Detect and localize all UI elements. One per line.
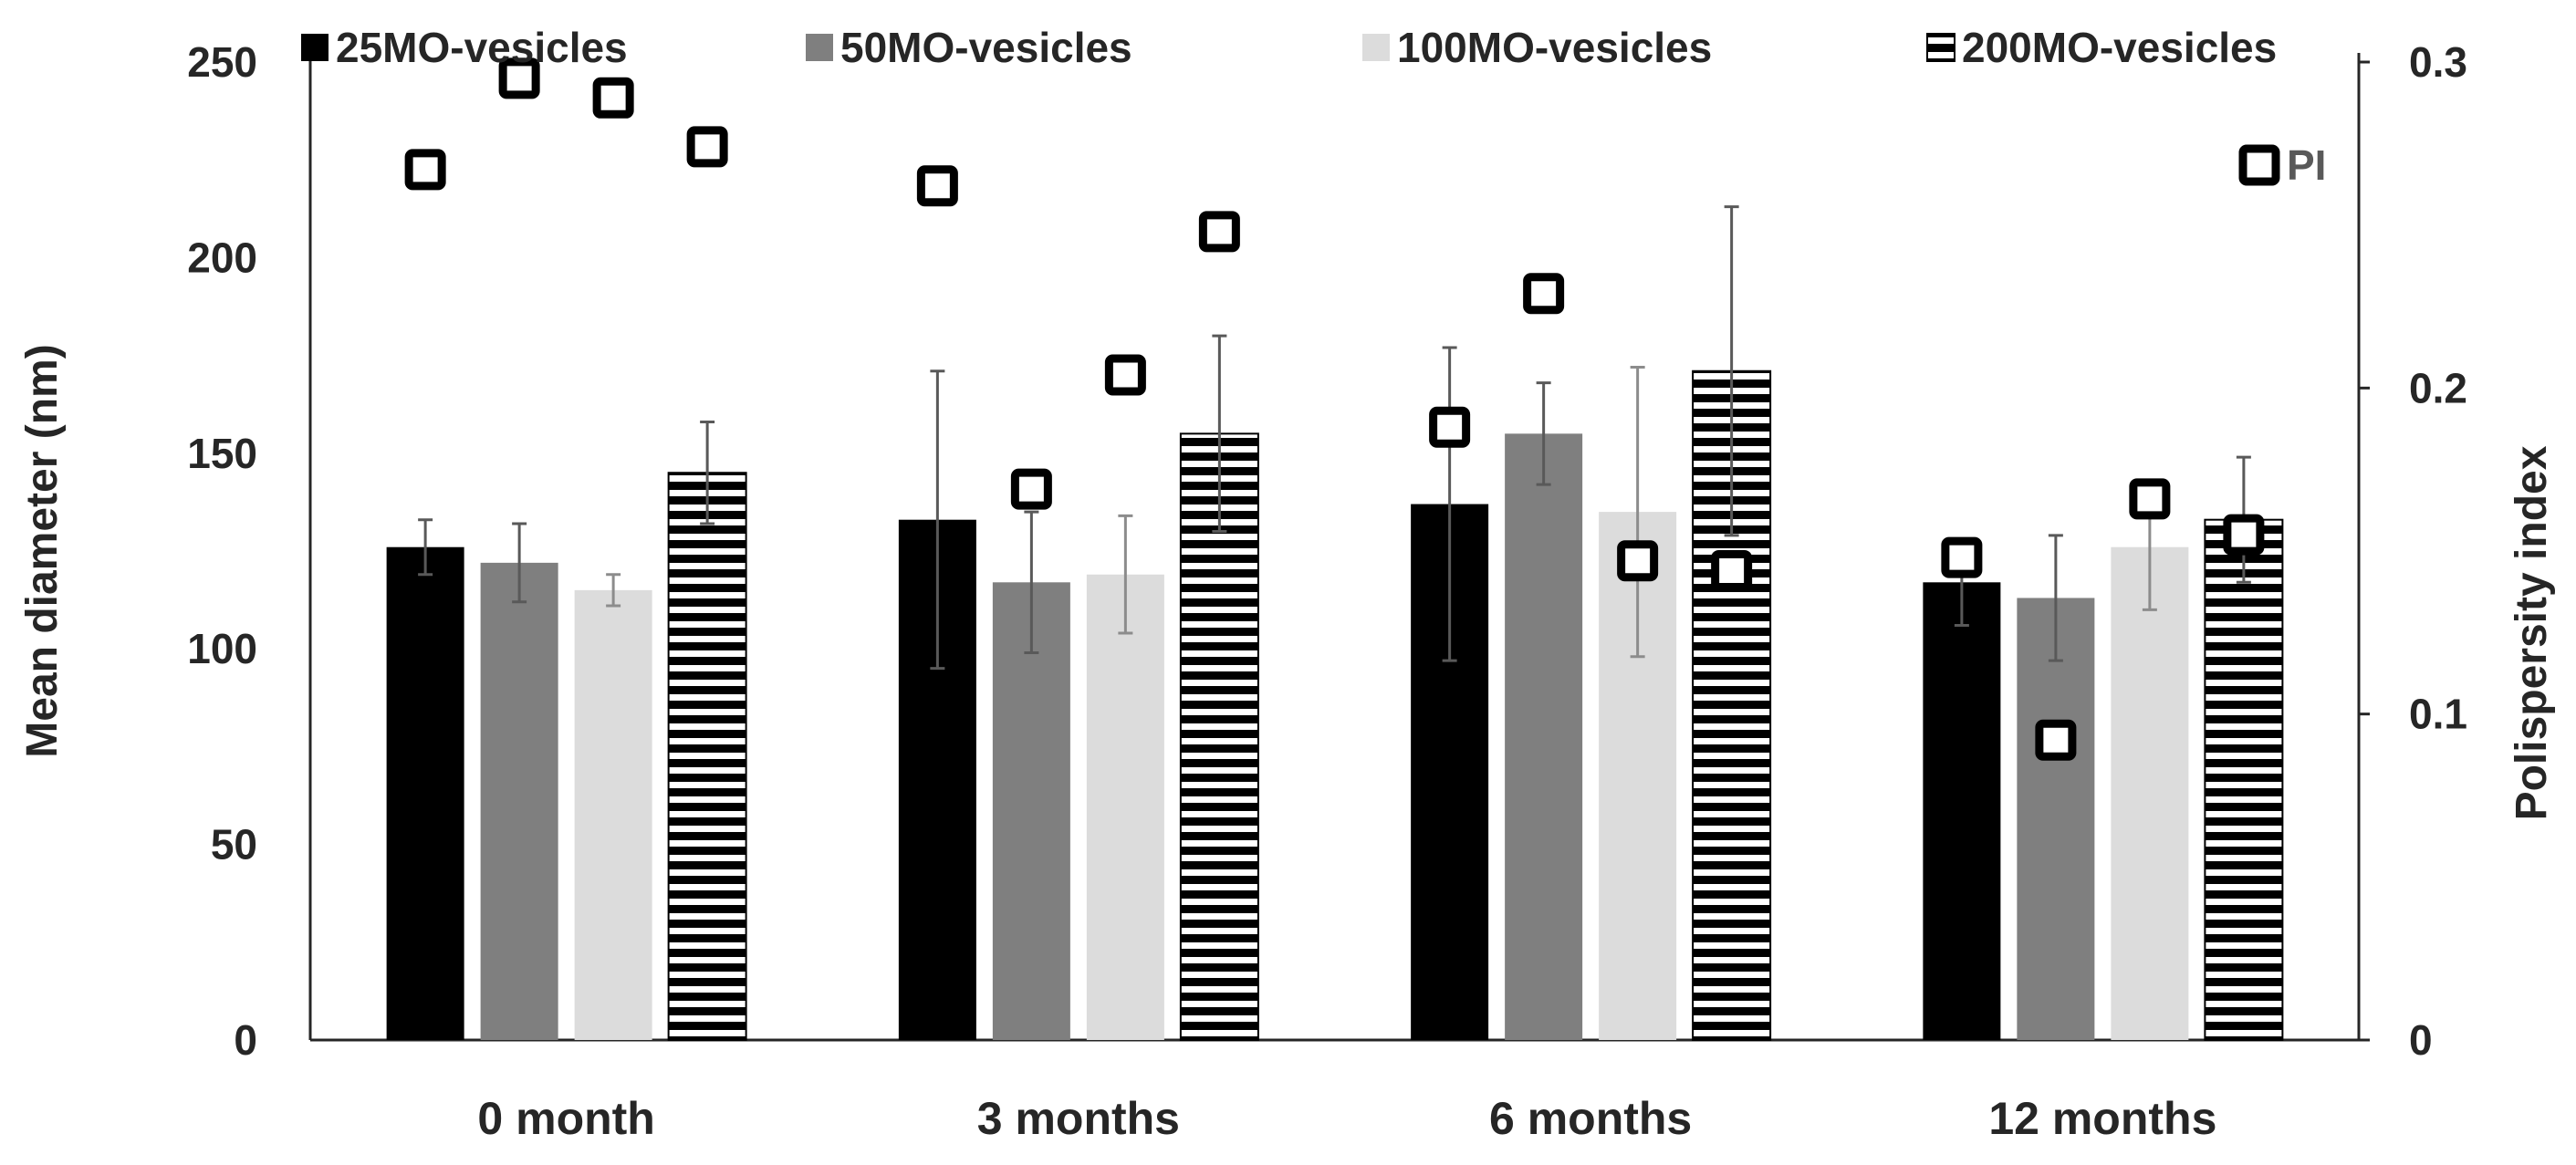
legend-swatch	[301, 34, 329, 61]
pi-marker	[1617, 540, 1659, 582]
bar	[667, 472, 747, 1041]
pi-marker	[1104, 354, 1146, 396]
x-tick-label: 0 month	[477, 1093, 654, 1144]
pi-marker	[2129, 478, 2171, 520]
bar	[574, 589, 652, 1040]
bar	[2204, 518, 2284, 1041]
bar	[480, 562, 558, 1040]
pi-marker	[592, 77, 634, 119]
y-right-tick-label: 0.2	[2409, 364, 2467, 411]
bar	[992, 582, 1070, 1040]
x-tick-label: 12 months	[1988, 1093, 2216, 1144]
y-right-tick-label: 0.1	[2409, 691, 2467, 738]
pi-marker	[1429, 406, 1471, 448]
y-axis-right-title: Polispersity index	[2508, 445, 2556, 820]
y-axis-left-title: Mean diameter (nm)	[18, 344, 67, 757]
pi-marker	[1941, 536, 1983, 578]
pi-legend-label: PI	[2287, 141, 2326, 189]
y-left-tick-label: 100	[187, 625, 257, 672]
y-left-tick-label: 0	[234, 1016, 257, 1064]
bar	[2017, 598, 2095, 1040]
bar	[1505, 433, 1583, 1040]
legend-swatch	[806, 34, 833, 61]
y-left-tick-label: 50	[211, 821, 257, 869]
legend-label: 25MO-vesicles	[336, 24, 628, 71]
legend-swatch	[1362, 34, 1390, 61]
bar	[386, 546, 464, 1040]
pi-marker	[686, 126, 728, 168]
x-tick-label: 3 months	[977, 1093, 1180, 1144]
y-right-tick-label: 0.3	[2409, 38, 2467, 86]
pi-markers	[404, 57, 2265, 761]
bars	[386, 369, 2284, 1041]
y-left-tick-label: 150	[187, 430, 257, 477]
legend-label: 200MO-vesicles	[1962, 24, 2277, 71]
x-tick-label: 6 months	[1489, 1093, 1692, 1144]
bar	[1086, 574, 1164, 1040]
pi-marker	[2035, 719, 2077, 761]
bar	[1923, 582, 2001, 1040]
bar	[2111, 546, 2189, 1040]
pi-marker	[916, 165, 958, 207]
y-left-tick-label: 250	[187, 38, 257, 86]
legend-label: 100MO-vesicles	[1397, 24, 1712, 71]
pi-marker	[1711, 549, 1753, 591]
pi-legend-marker	[2238, 144, 2280, 186]
legend-label: 50MO-vesicles	[840, 24, 1132, 71]
pi-marker	[404, 149, 446, 191]
y-right-tick-label: 0	[2409, 1016, 2433, 1064]
pi-marker	[2223, 514, 2265, 556]
pi-marker	[498, 57, 540, 99]
pi-marker	[1198, 211, 1240, 253]
pi-marker	[1010, 468, 1052, 510]
pi-marker	[1523, 273, 1565, 315]
y-left-tick-label: 200	[187, 234, 257, 281]
legend-swatch	[1926, 33, 1955, 62]
legend: 25MO-vesicles 50MO-vesicles 100MO-vesicles…	[301, 24, 2326, 189]
axis-labels: 0 month 3 months 6 months 12 months Mean dia…	[18, 344, 2556, 1144]
